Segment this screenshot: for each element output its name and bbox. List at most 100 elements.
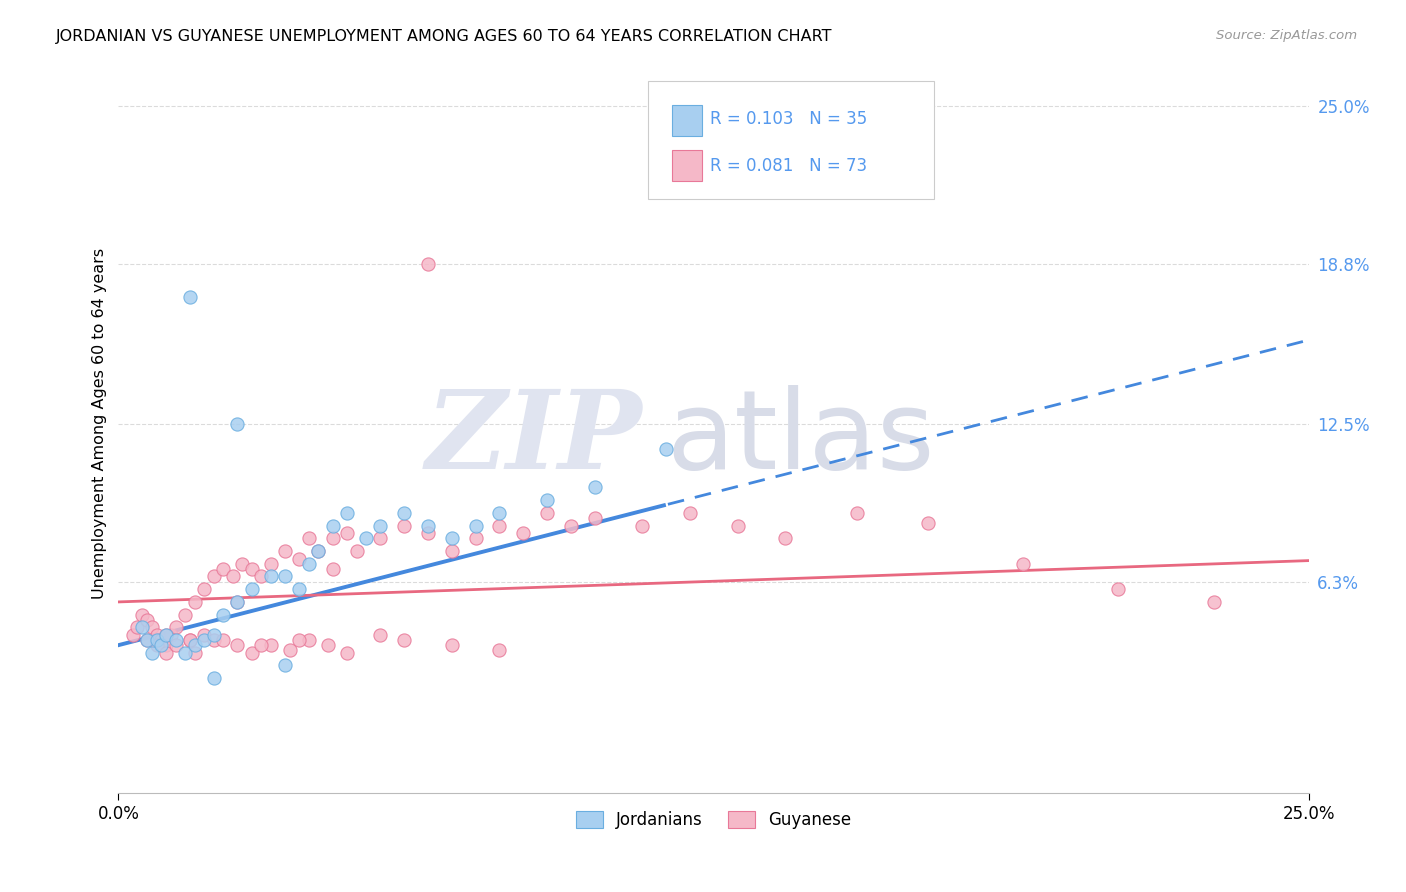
Text: atlas: atlas — [666, 385, 935, 492]
Point — [165, 638, 187, 652]
Point — [212, 607, 235, 622]
Point — [141, 646, 163, 660]
Point — [631, 518, 654, 533]
Point — [165, 620, 187, 634]
Point — [370, 628, 392, 642]
Text: R = 0.103   N = 35: R = 0.103 N = 35 — [710, 111, 868, 128]
Point — [150, 633, 173, 648]
Point — [536, 506, 558, 520]
Point — [193, 633, 215, 648]
Point — [141, 620, 163, 634]
Text: JORDANIAN VS GUYANESE UNEMPLOYMENT AMONG AGES 60 TO 64 YEARS CORRELATION CHART: JORDANIAN VS GUYANESE UNEMPLOYMENT AMONG… — [56, 29, 832, 44]
Text: R = 0.081   N = 73: R = 0.081 N = 73 — [710, 157, 868, 175]
Point — [222, 569, 245, 583]
Point — [183, 595, 205, 609]
Point — [179, 290, 201, 304]
Point — [193, 628, 215, 642]
Point — [155, 628, 177, 642]
Point — [845, 506, 868, 520]
Point — [212, 633, 235, 648]
Point — [274, 658, 297, 673]
Point — [121, 628, 143, 642]
Point — [226, 417, 249, 431]
Point — [240, 562, 263, 576]
Point — [183, 646, 205, 660]
Point — [278, 643, 301, 657]
Point — [322, 562, 344, 576]
Point — [336, 646, 359, 660]
Point — [136, 633, 159, 648]
Point — [202, 671, 225, 685]
Point — [1107, 582, 1129, 597]
Point — [179, 633, 201, 648]
Point — [174, 607, 197, 622]
Point — [416, 526, 439, 541]
FancyBboxPatch shape — [672, 105, 702, 136]
Point — [274, 569, 297, 583]
Point — [536, 493, 558, 508]
Point — [202, 569, 225, 583]
Point — [240, 582, 263, 597]
Point — [1202, 595, 1225, 609]
Point — [136, 613, 159, 627]
Point — [260, 638, 283, 652]
Point — [288, 633, 311, 648]
Point — [370, 518, 392, 533]
Point — [274, 544, 297, 558]
Point — [260, 569, 283, 583]
Point — [322, 532, 344, 546]
Point — [155, 638, 177, 652]
Point — [179, 633, 201, 648]
Point — [202, 633, 225, 648]
Point — [370, 532, 392, 546]
Point — [260, 557, 283, 571]
Point — [583, 480, 606, 494]
Point — [512, 526, 534, 541]
Point — [560, 518, 582, 533]
Point — [583, 511, 606, 525]
Point — [145, 633, 167, 648]
Point — [240, 646, 263, 660]
Point — [346, 544, 368, 558]
Point — [464, 532, 486, 546]
Point — [155, 628, 177, 642]
Point — [212, 562, 235, 576]
Point — [440, 638, 463, 652]
Point — [307, 544, 329, 558]
Point — [298, 532, 321, 546]
Point — [316, 638, 339, 652]
Point — [440, 544, 463, 558]
Legend: Jordanians, Guyanese: Jordanians, Guyanese — [569, 805, 858, 836]
Point — [354, 532, 377, 546]
Point — [298, 633, 321, 648]
Point — [250, 638, 273, 652]
Point — [416, 518, 439, 533]
Point — [307, 544, 329, 558]
Point — [226, 638, 249, 652]
Point — [193, 582, 215, 597]
Point — [159, 628, 181, 642]
Point — [136, 633, 159, 648]
Text: Source: ZipAtlas.com: Source: ZipAtlas.com — [1216, 29, 1357, 42]
Point — [231, 557, 253, 571]
Point — [145, 628, 167, 642]
Point — [655, 442, 678, 457]
FancyBboxPatch shape — [648, 81, 934, 199]
Point — [322, 518, 344, 533]
Point — [174, 646, 197, 660]
Point — [226, 595, 249, 609]
Point — [1012, 557, 1035, 571]
Point — [183, 638, 205, 652]
Point — [488, 506, 510, 520]
Point — [202, 628, 225, 642]
Point — [416, 257, 439, 271]
Point — [131, 620, 153, 634]
Point — [127, 620, 149, 634]
Point — [336, 526, 359, 541]
Point — [773, 532, 796, 546]
Point — [464, 518, 486, 533]
Text: ZIP: ZIP — [426, 384, 643, 492]
Point — [679, 506, 702, 520]
Point — [488, 643, 510, 657]
Point — [226, 595, 249, 609]
